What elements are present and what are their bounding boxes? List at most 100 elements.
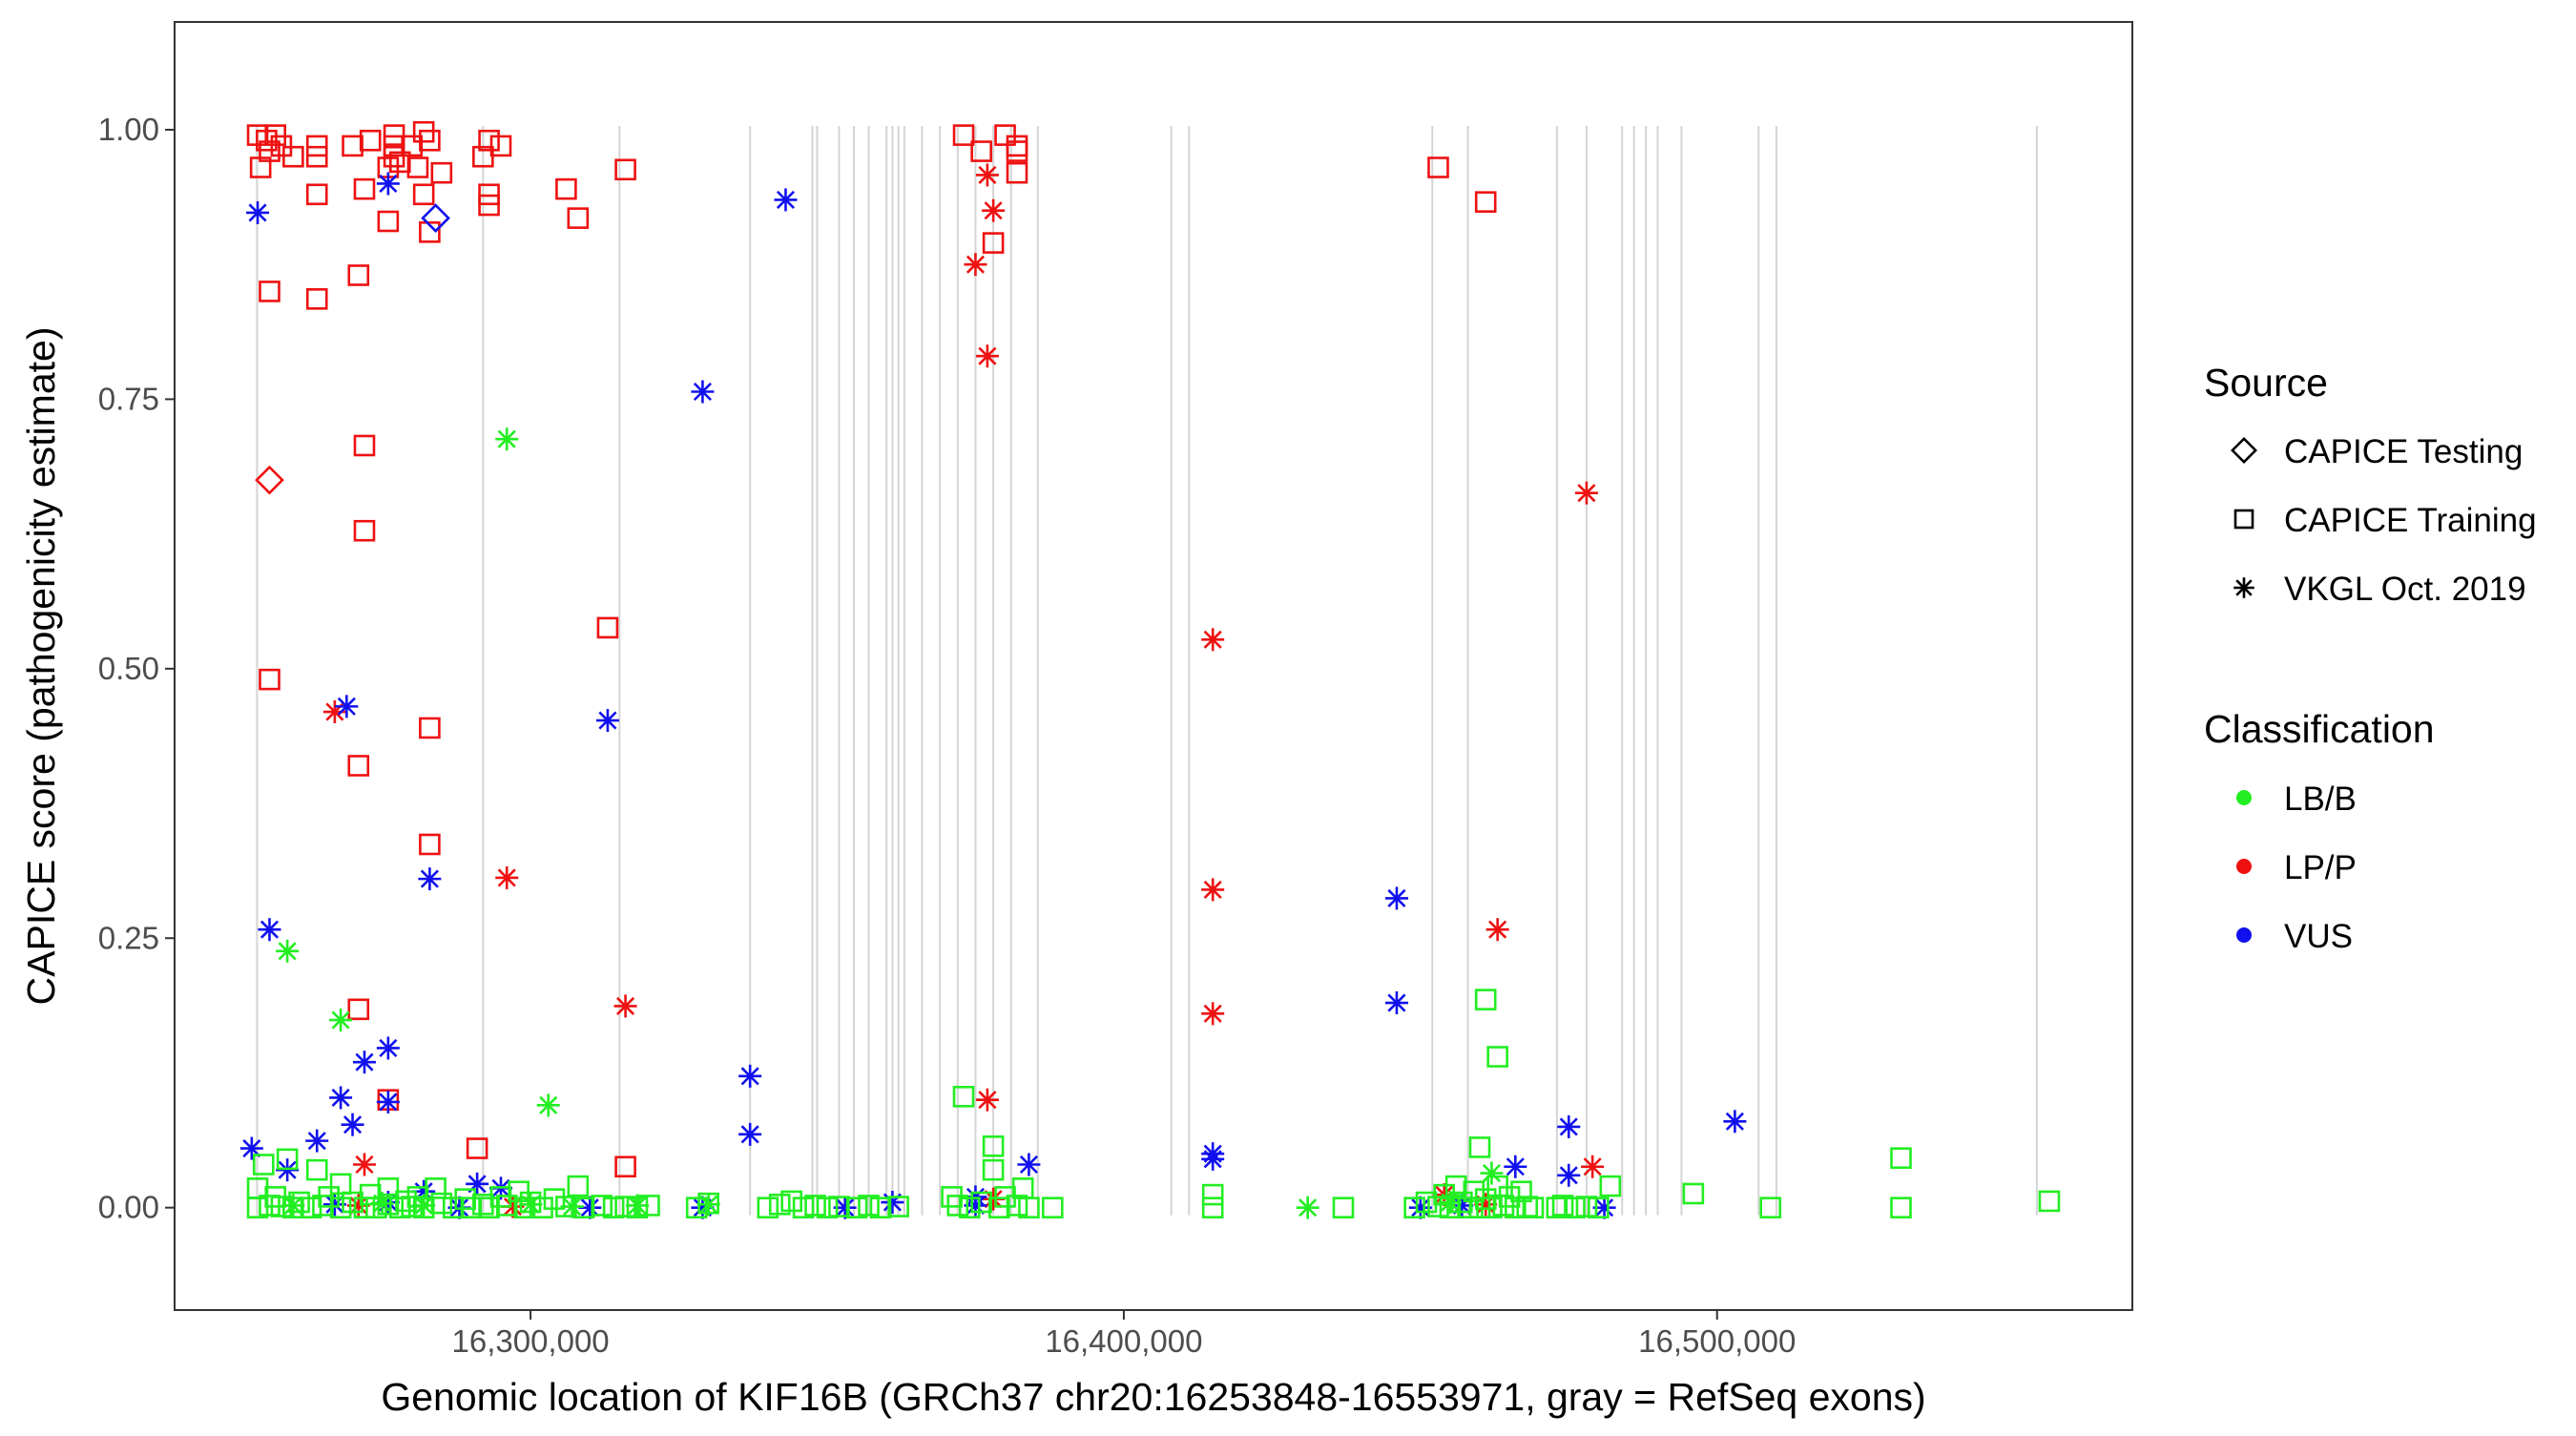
legend-key-diamond xyxy=(2231,437,2257,464)
point-square-lpp xyxy=(353,519,376,542)
legend-source-label: CAPICE Training xyxy=(2284,502,2537,539)
point-asterisk-lbb xyxy=(536,1093,560,1117)
point-square-lpp xyxy=(982,232,1005,254)
point-square-lbb xyxy=(970,1191,992,1214)
point-square-lbb xyxy=(1018,1197,1040,1218)
point-square-lpp xyxy=(353,434,376,457)
point-square-lbb xyxy=(365,1197,387,1218)
point-square-lbb xyxy=(425,1177,447,1199)
point-asterisk-lpp xyxy=(352,1153,376,1176)
point-asterisk-lbb xyxy=(276,939,300,963)
point-square-lbb xyxy=(1599,1175,1622,1197)
point-square-lbb xyxy=(252,1154,275,1176)
point-square-lbb xyxy=(395,1190,417,1213)
point-square-lpp xyxy=(342,135,364,157)
legend-key-dot xyxy=(2236,859,2252,874)
point-square-lbb xyxy=(1522,1197,1545,1218)
exon-lines xyxy=(256,125,2038,1216)
legend-source-label: CAPICE Testing xyxy=(2284,433,2523,470)
point-asterisk-vus xyxy=(418,867,442,891)
point-square-lpp xyxy=(419,129,441,152)
point-asterisk-lbb xyxy=(1480,1161,1504,1185)
legend-key-square xyxy=(2233,509,2254,530)
point-asterisk-vus xyxy=(376,1090,400,1113)
point-square-lbb xyxy=(1201,1197,1224,1218)
point-square-lpp xyxy=(305,183,328,206)
point-square-lbb xyxy=(869,1197,892,1218)
point-asterisk-lpp xyxy=(982,198,1006,222)
point-square-lpp xyxy=(466,1137,488,1159)
point-square-lbb xyxy=(614,1196,636,1217)
y-axis-label: CAPICE score (pathogenicity estimate) xyxy=(19,327,63,1006)
point-square-lbb xyxy=(282,1197,304,1218)
point-square-lbb xyxy=(858,1195,880,1217)
point-square-lbb xyxy=(1505,1197,1527,1218)
point-square-lbb xyxy=(276,1148,299,1171)
point-diamond-lpp xyxy=(255,465,284,495)
point-square-lbb xyxy=(952,1086,975,1108)
point-asterisk-vus xyxy=(774,188,798,212)
point-square-lbb xyxy=(1682,1182,1705,1205)
point-asterisk-lpp xyxy=(1201,628,1225,652)
data-points xyxy=(239,120,2061,1219)
point-square-lbb xyxy=(982,1158,1005,1181)
x-axis-label: Genomic location of KIF16B (GRCh37 chr20… xyxy=(381,1375,1925,1419)
point-square-lbb xyxy=(288,1191,310,1214)
point-square-lpp xyxy=(388,151,411,174)
point-square-lbb xyxy=(1759,1197,1781,1218)
point-square-lpp xyxy=(359,129,382,152)
point-square-lbb xyxy=(270,1196,293,1217)
point-square-lbb xyxy=(1564,1197,1586,1218)
point-asterisk-vus xyxy=(595,709,619,733)
y-tick-label: 0.75 xyxy=(98,381,159,416)
legend-classification-title: Classification xyxy=(2204,707,2435,751)
legend-source-label: VKGL Oct. 2019 xyxy=(2284,571,2526,608)
point-asterisk-vus xyxy=(738,1064,762,1088)
point-asterisk-vus xyxy=(1201,1147,1225,1171)
point-square-lbb xyxy=(958,1197,981,1218)
legend-class-label: VUS xyxy=(2284,918,2353,955)
point-square-lpp xyxy=(1006,140,1028,162)
point-asterisk-lpp xyxy=(975,163,999,187)
legend-class-label: LP/P xyxy=(2284,849,2357,886)
y-tick-label: 0.50 xyxy=(98,651,159,686)
point-square-lbb xyxy=(768,1193,791,1216)
point-square-lbb xyxy=(1510,1180,1532,1203)
point-square-lpp xyxy=(347,755,370,777)
point-square-lpp xyxy=(377,210,400,233)
point-square-lbb xyxy=(1474,989,1497,1010)
point-asterisk-vus xyxy=(1723,1110,1747,1134)
point-square-lbb xyxy=(1415,1191,1438,1214)
point-square-lbb xyxy=(626,1197,649,1218)
point-square-lbb xyxy=(828,1196,850,1217)
point-square-lbb xyxy=(329,1197,352,1218)
point-square-lpp xyxy=(401,135,424,157)
point-asterisk-vus xyxy=(738,1122,762,1146)
plot-border xyxy=(174,21,2133,1311)
point-square-lbb xyxy=(567,1175,590,1197)
point-square-lpp xyxy=(412,183,435,206)
point-asterisk-vus xyxy=(329,1086,353,1110)
point-asterisk-vus xyxy=(1504,1155,1527,1178)
point-square-lbb xyxy=(1575,1196,1598,1217)
point-asterisk-vus xyxy=(466,1172,489,1196)
point-square-lpp xyxy=(430,161,453,184)
point-square-lbb xyxy=(1439,1197,1462,1218)
point-asterisk-vus xyxy=(1384,991,1408,1015)
point-square-lbb xyxy=(1890,1147,1912,1170)
point-asterisk-vus xyxy=(1592,1196,1616,1219)
y-tick-label: 0.00 xyxy=(98,1190,159,1225)
point-square-lpp xyxy=(614,1155,636,1178)
point-square-lbb xyxy=(1463,1180,1485,1203)
point-asterisk-vus xyxy=(376,172,400,196)
point-square-lbb xyxy=(602,1197,625,1218)
point-square-lbb xyxy=(1403,1197,1425,1218)
point-asterisk-lpp xyxy=(975,1088,999,1112)
point-square-lbb xyxy=(685,1197,708,1218)
point-square-lbb xyxy=(2038,1190,2061,1213)
point-asterisk-vus xyxy=(376,1036,400,1060)
point-square-lpp xyxy=(614,158,636,181)
point-asterisk-lpp xyxy=(1574,481,1598,505)
point-square-lbb xyxy=(1890,1197,1912,1218)
